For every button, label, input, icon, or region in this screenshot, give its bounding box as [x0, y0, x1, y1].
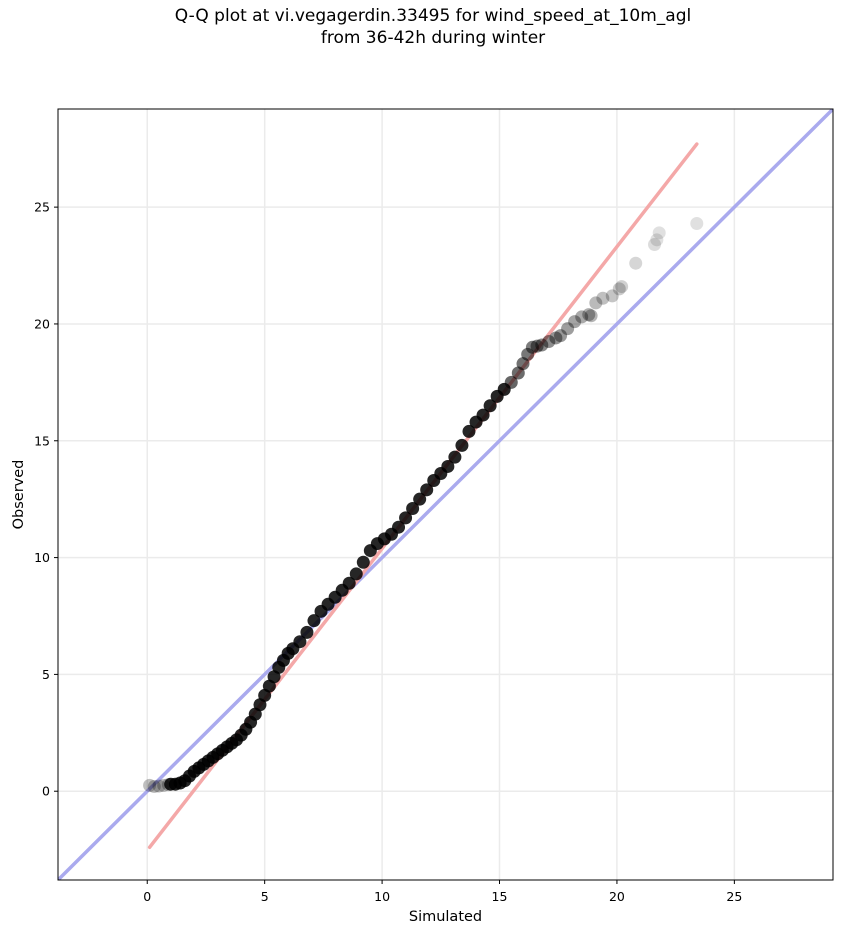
data-point	[650, 233, 664, 247]
data-point	[462, 424, 476, 438]
x-tick-label: 15	[492, 889, 508, 904]
data-point	[392, 520, 406, 534]
data-point	[413, 492, 427, 506]
data-point	[542, 334, 556, 348]
data-point	[356, 555, 370, 569]
y-tick-label: 20	[34, 316, 50, 331]
data-point	[568, 315, 582, 329]
data-point	[448, 450, 462, 464]
y-axis-label: Observed	[11, 460, 27, 530]
data-point	[549, 331, 563, 345]
x-tick-label: 20	[609, 889, 625, 904]
data-point	[690, 216, 704, 230]
data-point	[293, 635, 307, 649]
identity-line	[58, 109, 833, 880]
x-tick-label: 5	[261, 889, 269, 904]
data-point	[483, 399, 497, 413]
data-point	[584, 309, 598, 323]
data-point	[143, 778, 157, 792]
data-point	[615, 280, 629, 294]
data-point	[582, 308, 596, 322]
data-point	[596, 291, 610, 305]
x-tick-label: 10	[374, 889, 390, 904]
plot-frame	[57, 108, 834, 881]
chart-title-line-1: Q-Q plot at vi.vegagerdin.33495 for wind…	[174, 6, 692, 26]
y-tick-label: 10	[34, 550, 50, 565]
data-point	[147, 780, 161, 794]
data-point	[648, 238, 662, 252]
data-point	[441, 459, 455, 473]
data-point	[575, 310, 589, 324]
data-points	[143, 216, 704, 794]
chart-title: Q-Q plot at vi.vegagerdin.33495 for wind…	[0, 5, 843, 49]
data-point	[652, 226, 666, 240]
data-point	[342, 576, 356, 590]
data-point	[504, 375, 518, 389]
data-point	[589, 296, 603, 310]
y-tick-label: 0	[42, 784, 50, 799]
data-point	[554, 329, 568, 343]
chart-title-line-2: from 36-42h during winter	[320, 28, 546, 48]
data-point	[455, 438, 469, 452]
data-point	[476, 408, 490, 422]
data-point	[399, 511, 413, 525]
data-point	[561, 322, 575, 336]
data-point	[530, 339, 544, 353]
data-point	[525, 340, 539, 354]
x-tick-label: 25	[726, 889, 742, 904]
x-tick-label: 0	[143, 889, 151, 904]
data-point	[612, 282, 626, 296]
y-tick-label: 15	[34, 433, 50, 448]
data-point	[300, 625, 314, 639]
data-point	[349, 567, 363, 581]
y-tick-label: 5	[42, 667, 50, 682]
y-tick-label: 25	[34, 200, 50, 215]
grid	[58, 109, 833, 880]
data-point	[535, 338, 549, 352]
data-point	[152, 779, 166, 793]
y-axis-ticks: 0 5 10 15 20 25	[34, 200, 58, 799]
data-point	[605, 289, 619, 303]
data-point	[406, 502, 420, 516]
data-point	[420, 483, 434, 497]
x-axis-label: Simulated	[409, 909, 482, 925]
data-point	[629, 256, 643, 270]
x-axis-ticks: 0 5 10 15 20 25	[143, 880, 742, 904]
data-point	[307, 614, 321, 628]
